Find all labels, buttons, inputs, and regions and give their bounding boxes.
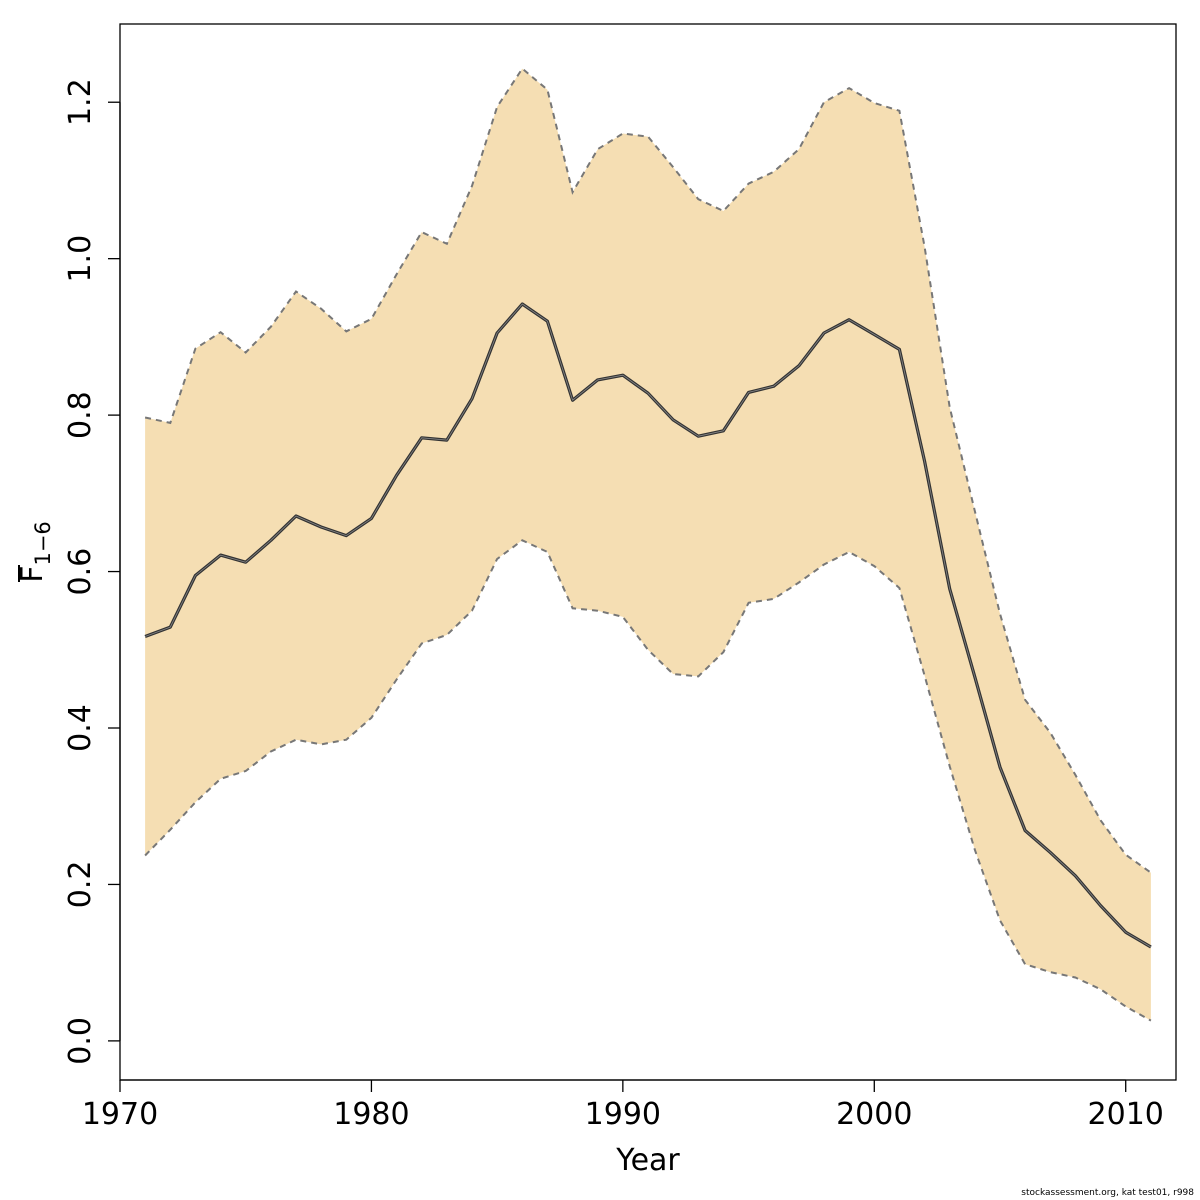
lower-bound-line	[144, 539, 1152, 1022]
confidence-band	[145, 68, 1151, 1021]
y-axis-title-main: F	[15, 566, 50, 583]
y-axis: 0.0 0.2 0.4 0.6 0.8 1.0 1.2	[63, 78, 121, 1065]
x-tick-label: 2000	[836, 1097, 912, 1132]
confidence-band-layer	[145, 68, 1151, 1021]
x-tick-label: 1980	[333, 1097, 409, 1132]
upper-bound-line	[144, 67, 1152, 874]
y-tick-label: 1.2	[63, 78, 98, 126]
y-tick-label: 0.8	[63, 391, 98, 439]
y-tick-label: 0.0	[63, 1017, 98, 1065]
footer-note: stockassessment.org, kat test01, r998	[1021, 1188, 1194, 1198]
x-tick-label: 2010	[1088, 1097, 1164, 1132]
svg-text:F1−6: F1−6	[15, 521, 55, 583]
x-axis-title: Year	[615, 1143, 680, 1178]
y-axis-title: F1−6	[15, 521, 55, 583]
x-tick-label: 1990	[585, 1097, 661, 1132]
x-axis: 1970 1980 1990 2000 2010	[82, 1079, 1164, 1132]
series-line-layer	[144, 67, 1152, 1022]
y-tick-label: 0.4	[63, 704, 98, 752]
x-tick-label: 1970	[82, 1097, 158, 1132]
y-tick-label: 1.0	[63, 235, 98, 283]
y-tick-label: 0.2	[63, 861, 98, 909]
estimate-line-highlight	[144, 303, 1152, 948]
y-tick-label: 0.6	[63, 548, 98, 596]
y-axis-title-subscript: 1−6	[31, 521, 55, 565]
